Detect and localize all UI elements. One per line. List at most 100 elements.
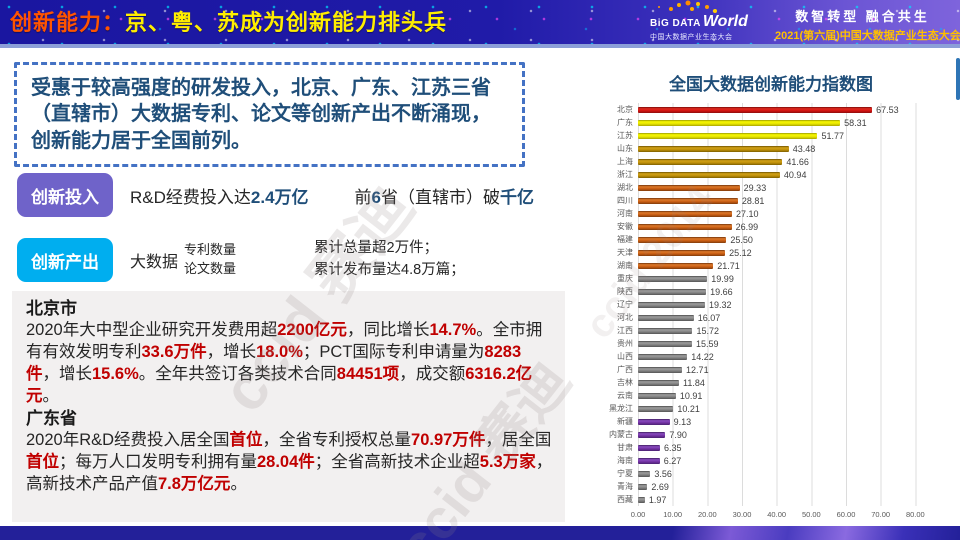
highlight-text: 6316.2亿元 <box>26 364 533 405</box>
guangdong-detail-text: 2020年R&D经费投入居全国首位，全省专利授权总量70.97万件，居全国首位；… <box>26 430 553 496</box>
text-segment: R&D经费投入达 <box>130 187 251 207</box>
text-segment: ，高新技术产品产值 <box>26 452 553 493</box>
chart-bar <box>638 496 645 503</box>
chart-value-label: 9.13 <box>673 416 692 427</box>
header-divider <box>0 44 960 48</box>
chart-category-label: 海南 <box>617 456 633 465</box>
chart-bar <box>638 444 660 451</box>
chart-category-label: 新疆 <box>617 417 633 426</box>
chart-bar <box>638 197 738 204</box>
chart-gridline-area: 9.13 <box>638 415 950 428</box>
chart-bar <box>638 288 707 295</box>
chart-value-label: 40.94 <box>783 169 807 180</box>
chart-bar-row: 河南 27.10 <box>592 207 950 220</box>
text-segment: ，同比增长 <box>346 321 430 340</box>
investment-text: R&D经费投入达2.4万亿 前6省（直辖市）破千亿 <box>130 183 534 208</box>
logo-text-bigdata: BiG DATA <box>650 18 701 29</box>
chart-category-label: 云南 <box>617 391 633 400</box>
chart-gridline-area: 12.71 <box>638 363 950 376</box>
chart-category-label: 天津 <box>617 248 633 257</box>
chart-category-label: 湖南 <box>617 261 633 270</box>
page-title-main: 京、粤、苏成为创新能力排头兵 <box>125 10 448 35</box>
right-edge-decoration <box>956 58 960 100</box>
highlight-text: 6 <box>371 187 382 207</box>
chart-bar <box>638 366 683 373</box>
chart-x-tick-label: 70.00 <box>871 510 891 519</box>
highlight-text: 7.8万亿元 <box>158 474 231 493</box>
innovation-investment-row: 创新投入 R&D经费投入达2.4万亿 前6省（直辖市）破千亿 <box>17 173 534 217</box>
chart-gridline-area: 10.91 <box>638 389 950 402</box>
chart-gridline-area: 26.99 <box>638 220 950 233</box>
chart-value-label: 27.10 <box>735 208 759 219</box>
chart-gridline-area: 21.71 <box>638 259 950 272</box>
chart-value-label: 10.91 <box>679 390 703 401</box>
header-bar: 创新能力：京、粤、苏成为创新能力排头兵 BiG DATA World 中国大数据产… <box>0 0 960 44</box>
highlight-text: 5.3万家 <box>479 452 536 471</box>
chart-value-label: 16.07 <box>697 312 721 323</box>
chart-value-label: 25.12 <box>729 247 752 258</box>
chart-x-tick-label: 0.00 <box>630 510 646 519</box>
output-category-patents: 专利数量 <box>184 242 237 258</box>
chart-bar <box>638 457 660 464</box>
chart-x-axis: 0.00 10.00 20.00 30.00 40.00 50.00 60.00 70.00 8… <box>631 510 950 524</box>
output-category-papers: 论文数量 <box>184 261 237 276</box>
highlight-text: 18.0% <box>256 343 303 362</box>
chart-x-tick-label: 30.00 <box>732 510 752 519</box>
chart-value-label: 25.50 <box>730 234 753 245</box>
text-segment: 。 <box>42 386 60 405</box>
output-categories: 专利数量 论文数量 <box>184 241 236 279</box>
chart-value-label: 6.35 <box>664 442 682 453</box>
page-title: 创新能力：京、粤、苏成为创新能力排头兵 <box>10 0 447 44</box>
chart-gridline-area: 19.32 <box>638 298 950 311</box>
chart-bar <box>638 236 727 243</box>
chart-bar-row: 安徽 26.99 <box>592 220 950 233</box>
conference-slogan: 数智转型 融合共生 2021(第六届)中国大数据产业生态大会 <box>775 6 960 43</box>
chart-category-label: 江苏 <box>617 131 633 140</box>
chart-bar <box>638 483 648 490</box>
chart-bar-row: 云南 10.91 <box>592 389 950 402</box>
chart-bar-row: 北京 67.53 <box>592 103 950 116</box>
chart-value-label: 28.81 <box>741 195 765 206</box>
chart-category-label: 重庆 <box>617 274 633 283</box>
guangdong-title: 广东省 <box>26 408 77 428</box>
chart-gridline-area: 10.21 <box>638 402 950 415</box>
highlight-text: 33.6万件 <box>141 343 207 362</box>
chart-bar-row: 湖南 21.71 <box>592 259 950 272</box>
chart-bar-row: 吉林 11.84 <box>592 376 950 389</box>
chart-gridline-area: 6.27 <box>638 454 950 467</box>
chart-category-label: 辽宁 <box>617 300 633 309</box>
chart-value-label: 2.69 <box>651 481 669 492</box>
chart-bar-row: 黑龙江 10.21 <box>592 402 950 415</box>
chart-gridline-area: 25.12 <box>638 246 950 259</box>
chart-bar-row: 山东 43.48 <box>592 142 950 155</box>
chart-bar <box>638 405 674 412</box>
chart-gridline-area: 2.69 <box>638 480 950 493</box>
text-segment: ；每万人口发明专利拥有量 <box>59 452 257 471</box>
chart-category-label: 湖北 <box>617 183 633 192</box>
chart-gridline-area: 15.72 <box>638 324 950 337</box>
logo-dots-icon <box>658 6 660 8</box>
text-segment: ，成交额 <box>399 364 466 383</box>
chart-gridline-area: 28.81 <box>638 194 950 207</box>
chart-gridline-area: 51.77 <box>638 129 950 142</box>
chart-plot-area: 北京 67.53 广东 58.31 江苏 51.77 山东 43.48 上海 41.66 浙江 40.… <box>592 103 950 506</box>
text-segment: ，增长 <box>206 343 257 362</box>
chart-bar-row: 江西 15.72 <box>592 324 950 337</box>
output-totals: 累计总量超2万件； 累计发布量达4.8万篇； <box>314 238 465 282</box>
chart-bar <box>638 262 714 269</box>
chart-category-label: 山西 <box>617 352 633 361</box>
text-segment: 。全市拥有有效发明专利 <box>26 321 543 362</box>
chart-bar <box>638 301 705 308</box>
chart-category-label: 广西 <box>617 365 633 374</box>
chart-category-label: 山东 <box>617 144 633 153</box>
chart-category-label: 浙江 <box>617 170 633 179</box>
highlight-text: 首位 <box>229 430 263 449</box>
chart-gridline-area: 40.94 <box>638 168 950 181</box>
chart-bar-row: 广东 58.31 <box>592 116 950 129</box>
chart-value-label: 6.27 <box>663 455 682 466</box>
chart-bar <box>638 171 780 178</box>
chart-value-label: 43.48 <box>792 143 816 154</box>
chart-value-label: 41.66 <box>786 156 809 167</box>
chart-gridline-area: 7.90 <box>638 428 950 441</box>
